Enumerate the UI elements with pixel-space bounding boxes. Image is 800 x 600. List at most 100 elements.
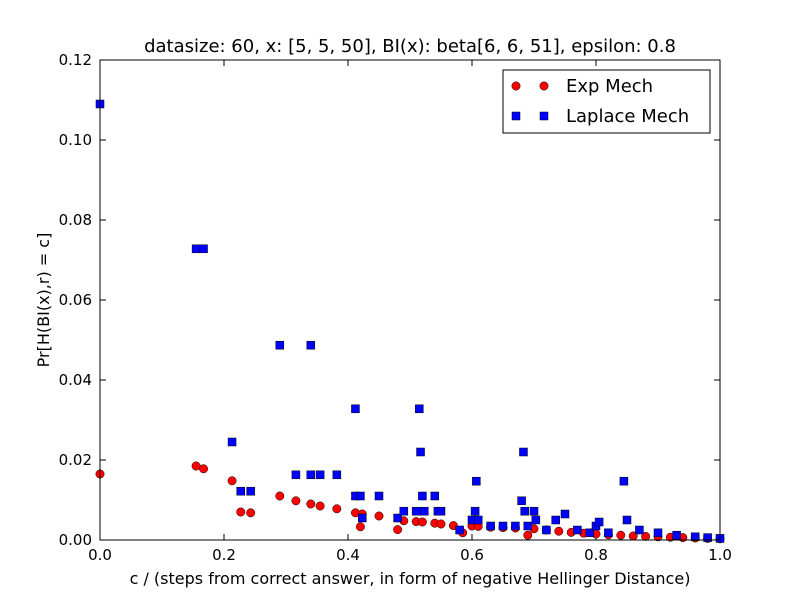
data-point (356, 491, 365, 501)
data-point (517, 496, 526, 506)
x-tick-label: 0.8 (584, 546, 608, 564)
data-point (358, 513, 367, 523)
y-tick-label: 0.08 (59, 211, 92, 229)
data-point (619, 476, 629, 486)
data-point (703, 533, 712, 542)
data-point (332, 470, 342, 480)
legend-label: Exp Mech (566, 76, 653, 97)
data-point (315, 501, 325, 511)
data-point (641, 531, 651, 541)
data-point (551, 515, 560, 525)
data-point (275, 340, 285, 350)
data-point (436, 519, 446, 529)
y-tick-label: 0.00 (59, 531, 92, 549)
y-tick-label: 0.12 (59, 51, 92, 69)
data-point (604, 528, 613, 538)
data-point (332, 504, 342, 514)
legend-label: Laplace Mech (566, 106, 689, 127)
legend-item-exp-mech: Exp Mech (511, 76, 653, 97)
data-point (529, 506, 539, 516)
data-point (519, 447, 528, 457)
data-point (306, 340, 316, 350)
x-tick-label: 0.4 (336, 546, 360, 564)
data-point (635, 525, 644, 535)
data-point (315, 470, 325, 480)
data-points (95, 99, 725, 544)
data-point (616, 530, 626, 540)
data-point (672, 530, 681, 540)
legend-marker (539, 81, 549, 91)
data-point (523, 521, 533, 531)
data-point (573, 525, 582, 535)
data-point (653, 528, 663, 538)
series-laplace-mech (95, 99, 725, 543)
legend-marker (539, 111, 549, 121)
data-point (393, 513, 402, 523)
y-tick-label: 0.06 (59, 291, 92, 309)
data-point (542, 525, 551, 535)
data-point (554, 526, 564, 536)
data-point (415, 404, 424, 414)
data-point (622, 515, 632, 525)
data-point (690, 532, 700, 542)
x-tick-label: 0.6 (460, 546, 484, 564)
legend-box (502, 69, 711, 134)
data-point (436, 506, 446, 516)
data-point (191, 461, 201, 471)
axis-ticks: 0.0 0.2 0.4 0.6 0.8 1.0 0.00 0.02 0.04 0.06 0.08 0.… (59, 51, 732, 564)
chart-title: datasize: 60, x: [5, 5, 50], BI(x): beta… (144, 36, 676, 57)
data-point (291, 470, 301, 480)
data-point (191, 244, 201, 254)
data-point (417, 517, 427, 527)
data-point (430, 491, 440, 501)
data-point (374, 491, 384, 501)
x-tick-label: 0.2 (212, 546, 236, 564)
y-tick-label: 0.02 (59, 451, 92, 469)
data-point (199, 464, 208, 474)
data-point (393, 525, 403, 535)
x-tick-label: 0.0 (88, 546, 112, 564)
data-point (306, 470, 316, 480)
data-point (418, 491, 427, 501)
data-point (236, 486, 245, 496)
data-point (199, 244, 208, 254)
data-point (246, 486, 255, 496)
data-point (470, 506, 480, 516)
data-point (275, 491, 285, 501)
data-point (227, 476, 237, 486)
data-point (585, 528, 595, 538)
data-point (355, 522, 365, 532)
data-point (472, 476, 481, 486)
x-axis-label: c / (steps from correct answer, in form … (130, 569, 691, 588)
data-point (351, 404, 360, 414)
legend-item-laplace-mech: Laplace Mech (511, 106, 689, 127)
series-exp-mech (95, 461, 725, 544)
data-point (498, 521, 508, 531)
data-point (531, 515, 541, 525)
y-axis-label: Pr[H(BI(x),r) = c] (34, 233, 53, 368)
data-point (594, 517, 604, 527)
data-point (291, 496, 301, 506)
data-point (227, 437, 237, 447)
data-point (399, 506, 409, 516)
data-point (416, 447, 425, 457)
legend-marker (511, 81, 521, 91)
data-point (520, 506, 529, 516)
x-tick-label: 1.0 (708, 546, 732, 564)
legend-marker (511, 111, 521, 121)
y-tick-label: 0.04 (59, 371, 92, 389)
data-point (306, 499, 316, 509)
legend: Exp Mech Laplace Mech (502, 69, 711, 134)
data-point (473, 515, 483, 525)
data-point (486, 521, 495, 531)
data-point (374, 511, 384, 521)
data-point (455, 525, 464, 535)
data-point (246, 508, 256, 518)
data-point (411, 506, 421, 516)
data-point (560, 509, 570, 519)
data-point (523, 530, 533, 540)
data-point (236, 507, 246, 517)
plot-area-frame (99, 59, 721, 541)
data-point (511, 521, 520, 531)
